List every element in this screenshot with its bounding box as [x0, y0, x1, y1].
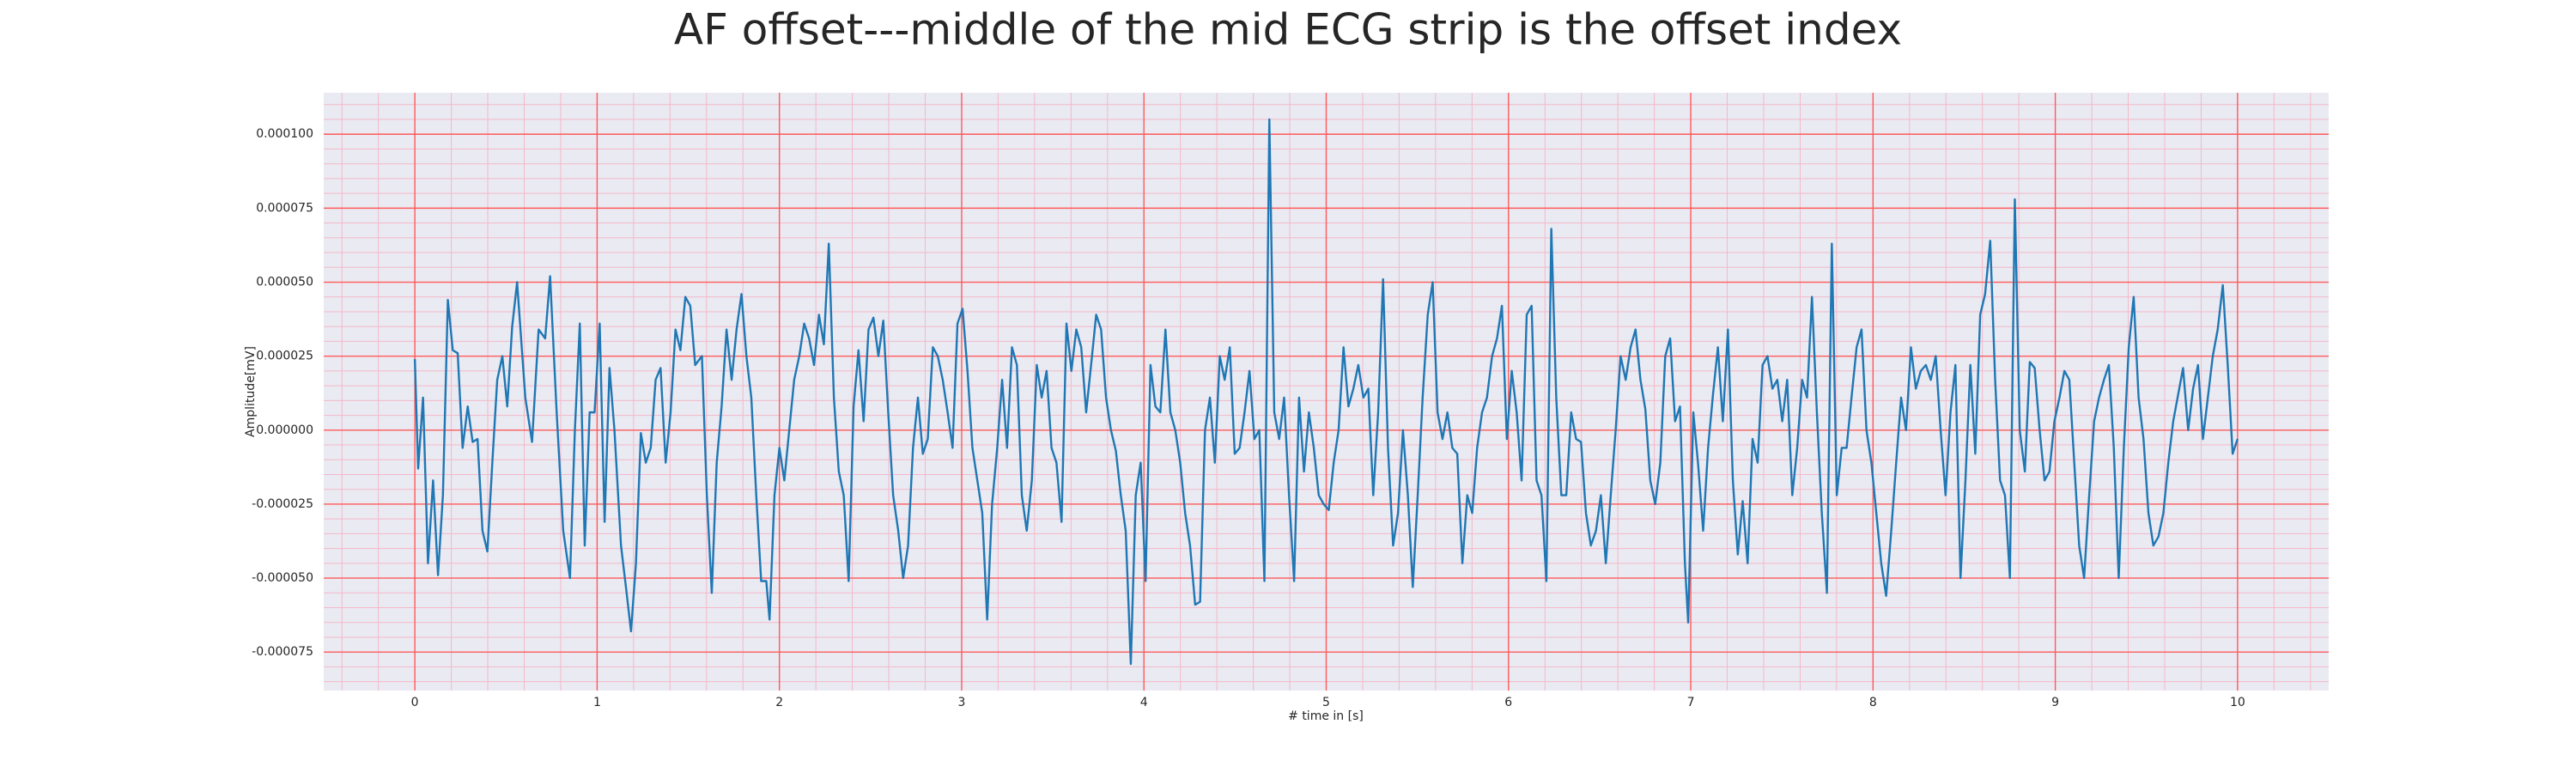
- x-tick-label: 5: [1322, 696, 1330, 709]
- marks: [413, 118, 2239, 666]
- x-tick-label: 9: [2051, 696, 2059, 709]
- x-tick-label: 10: [2230, 696, 2245, 709]
- chart-title: AF offset---middle of the mid ECG strip …: [674, 5, 1902, 55]
- ecg-line: [413, 118, 2239, 666]
- y-tick-label: -0.000075: [252, 645, 313, 659]
- y-axis-label: Amplitude[mV]: [244, 346, 258, 437]
- y-tick-label: 0.000100: [256, 127, 313, 141]
- y-tick-label: 0.000000: [256, 423, 313, 437]
- y-tick-label: -0.000025: [252, 497, 313, 511]
- x-tick-label: 4: [1140, 696, 1148, 709]
- x-tick-label: 2: [775, 696, 783, 709]
- x-tick-label: 1: [593, 696, 601, 709]
- y-tick-label: 0.000025: [256, 350, 313, 363]
- y-tick-label: -0.000050: [252, 571, 313, 585]
- x-tick-label: 3: [957, 696, 965, 709]
- x-tick-label: 6: [1504, 696, 1512, 709]
- y-tick-label: 0.000075: [256, 201, 313, 215]
- x-axis-label: # time in [s]: [1288, 709, 1364, 723]
- y-tick-label: 0.000050: [256, 276, 313, 289]
- x-tick-label: 8: [1869, 696, 1877, 709]
- x-tick-label: 7: [1687, 696, 1695, 709]
- x-tick-label: 0: [411, 696, 419, 709]
